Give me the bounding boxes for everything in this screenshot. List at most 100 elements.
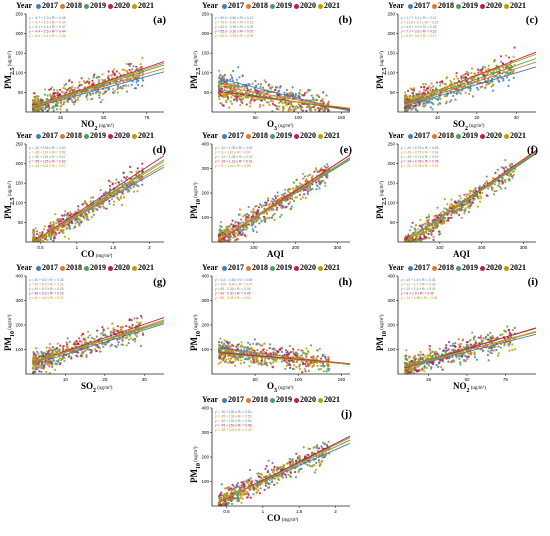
data-point — [35, 354, 38, 357]
data-point — [294, 353, 297, 357]
data-point — [52, 94, 55, 97]
legend-marker-2017 — [408, 265, 413, 271]
data-point — [318, 170, 321, 173]
data-point — [250, 346, 253, 349]
data-point — [274, 197, 277, 200]
x-tick-label: 50 — [253, 115, 259, 120]
data-point — [321, 106, 324, 109]
data-point — [268, 347, 271, 350]
data-point — [466, 206, 469, 209]
data-point — [319, 106, 322, 109]
legend-label-2019: 2019 — [276, 131, 292, 140]
data-point — [416, 109, 419, 113]
data-point — [128, 318, 131, 321]
legend-label-2018: 2018 — [438, 263, 454, 272]
regression-equation-2018: y = -22 + 0.77 x R² = 0.94 — [401, 151, 439, 155]
data-point — [427, 87, 430, 90]
data-point — [49, 235, 52, 238]
data-point — [84, 200, 87, 203]
data-point — [103, 206, 106, 209]
data-point — [291, 92, 295, 95]
data-point — [34, 227, 37, 230]
data-point — [92, 213, 95, 216]
data-point — [266, 197, 270, 200]
data-point — [274, 359, 277, 362]
data-point — [58, 357, 62, 360]
data-point — [496, 78, 499, 81]
data-point — [255, 357, 258, 360]
legend-label-2021: 2021 — [138, 263, 154, 272]
data-point — [54, 231, 57, 234]
data-point — [37, 234, 40, 237]
data-point — [288, 106, 291, 109]
legend-label-2019: 2019 — [90, 263, 106, 272]
data-point — [114, 345, 117, 348]
data-point — [59, 358, 63, 362]
data-point — [48, 346, 51, 349]
regression-equation-2018: y = 105 - 0.40 x R² = 0.07 — [215, 283, 253, 287]
data-point — [47, 352, 50, 355]
data-point — [45, 104, 48, 107]
y-tick-label: 50 — [18, 90, 24, 95]
data-point — [439, 81, 442, 84]
data-point — [455, 72, 458, 75]
data-point — [253, 350, 256, 353]
data-point — [83, 81, 87, 84]
data-point — [512, 55, 515, 58]
data-point — [507, 72, 510, 75]
data-point — [98, 96, 101, 99]
data-point — [47, 225, 50, 228]
data-point — [315, 181, 318, 184]
data-point — [463, 73, 466, 76]
data-point — [412, 96, 415, 99]
data-point — [467, 352, 470, 355]
data-point — [256, 359, 259, 362]
data-point — [507, 177, 510, 181]
data-point — [255, 231, 258, 234]
data-point — [299, 197, 302, 201]
data-point — [292, 107, 295, 111]
data-point — [450, 81, 453, 84]
data-point — [136, 190, 139, 193]
data-point — [427, 218, 430, 221]
panel-tag: (h) — [338, 276, 352, 288]
data-point — [498, 182, 501, 186]
data-point — [50, 86, 53, 89]
data-point — [306, 190, 309, 193]
data-point — [312, 355, 315, 358]
data-point — [32, 371, 35, 374]
legend-marker-2018 — [246, 3, 251, 9]
legend-label-2021: 2021 — [324, 263, 340, 272]
data-point — [127, 84, 130, 87]
data-point — [439, 84, 442, 87]
data-point — [436, 103, 440, 106]
data-point — [509, 71, 512, 74]
data-point — [318, 187, 321, 190]
data-point — [269, 100, 272, 103]
data-point — [252, 208, 255, 211]
data-point — [90, 336, 93, 339]
data-point — [52, 239, 55, 242]
data-point — [104, 343, 107, 346]
x-tick-label: 20 — [102, 377, 108, 382]
data-point — [305, 355, 308, 358]
y-axis-label: PM10 (ug/m³) — [3, 314, 16, 351]
data-point — [78, 221, 81, 224]
data-point — [288, 96, 291, 99]
data-point — [487, 64, 490, 67]
data-point — [316, 361, 319, 364]
legend-g: Year 2017 2018 2019 2020 2021 — [0, 263, 170, 272]
data-point — [268, 103, 271, 107]
data-point — [304, 370, 307, 373]
data-point — [327, 358, 330, 361]
legend-marker-2018 — [432, 265, 437, 271]
data-point — [90, 216, 93, 219]
data-point — [472, 199, 475, 202]
legend-label-2020: 2020 — [486, 263, 502, 272]
data-point — [255, 342, 258, 345]
legend-label-2020: 2020 — [300, 1, 316, 10]
data-point — [130, 337, 133, 340]
fit-line-2020 — [218, 154, 351, 242]
legend-label-2017: 2017 — [228, 263, 244, 272]
data-point — [243, 361, 246, 364]
